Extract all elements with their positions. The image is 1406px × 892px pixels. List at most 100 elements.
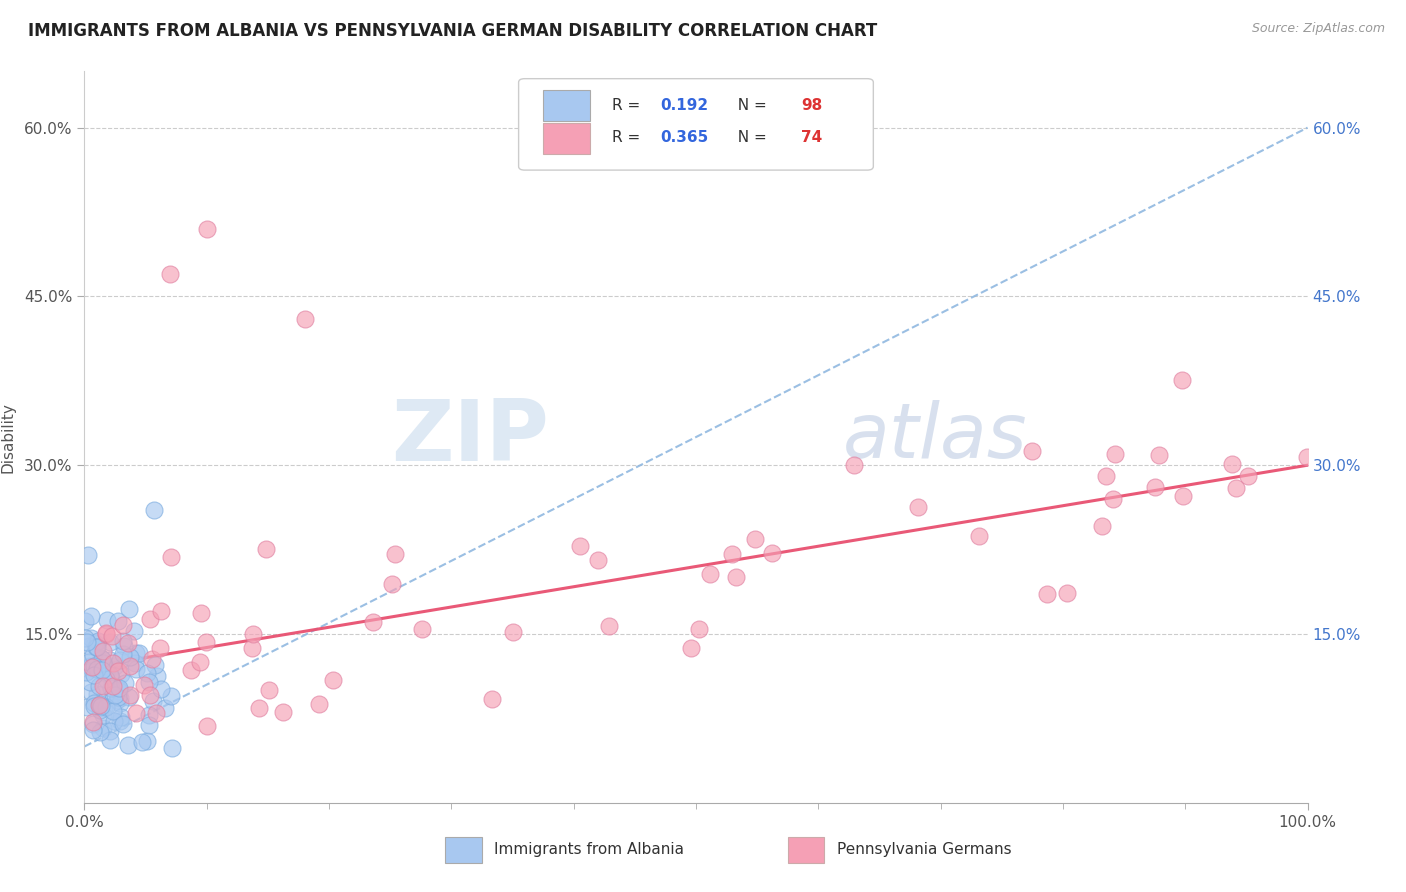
Point xyxy=(122,624,145,638)
Point xyxy=(91,656,114,670)
FancyBboxPatch shape xyxy=(519,78,873,170)
Point xyxy=(110,710,132,724)
Point xyxy=(89,703,111,717)
Point xyxy=(842,458,865,473)
Point xyxy=(111,716,134,731)
Point xyxy=(128,647,150,661)
Point xyxy=(101,704,124,718)
FancyBboxPatch shape xyxy=(787,838,824,863)
Point xyxy=(100,681,122,696)
Point xyxy=(100,667,122,681)
Point xyxy=(136,734,159,748)
Point xyxy=(761,546,783,560)
Point xyxy=(118,688,141,702)
Point xyxy=(76,635,98,649)
Point xyxy=(112,639,135,653)
Point xyxy=(80,660,103,674)
Point xyxy=(1056,586,1078,600)
Point xyxy=(86,662,108,676)
Text: Source: ZipAtlas.com: Source: ZipAtlas.com xyxy=(1251,22,1385,36)
Point xyxy=(111,618,134,632)
Point xyxy=(104,659,127,673)
Point xyxy=(90,650,112,665)
Point xyxy=(143,503,166,517)
Point xyxy=(1236,468,1258,483)
Point xyxy=(108,691,131,706)
Point xyxy=(80,609,103,624)
Point xyxy=(75,665,97,679)
Point xyxy=(139,688,162,702)
Point xyxy=(273,706,295,720)
Point xyxy=(94,672,117,686)
Point xyxy=(103,714,125,728)
Point xyxy=(112,648,135,662)
Point xyxy=(969,529,991,543)
Point xyxy=(1173,489,1195,503)
Point xyxy=(83,662,105,676)
Point xyxy=(77,655,100,669)
Point xyxy=(80,632,103,646)
Point xyxy=(86,640,108,654)
Point xyxy=(83,696,105,710)
Text: R =: R = xyxy=(612,97,645,112)
Point xyxy=(159,267,181,281)
Point xyxy=(681,640,703,655)
Point xyxy=(1225,481,1247,495)
Point xyxy=(150,681,173,696)
Point xyxy=(145,669,167,683)
Point xyxy=(1021,444,1043,458)
Point xyxy=(361,615,384,630)
Point xyxy=(117,738,139,752)
Point xyxy=(101,686,124,700)
Point xyxy=(84,636,107,650)
Text: 98: 98 xyxy=(801,97,823,112)
Point xyxy=(141,652,163,666)
Point xyxy=(110,666,132,681)
Y-axis label: Disability: Disability xyxy=(1,401,15,473)
Text: atlas: atlas xyxy=(842,401,1028,474)
Point xyxy=(586,553,609,567)
Point xyxy=(1095,468,1118,483)
Point xyxy=(79,658,101,673)
Point xyxy=(257,682,280,697)
Point xyxy=(91,679,114,693)
Point xyxy=(77,548,100,562)
Point xyxy=(96,613,118,627)
Point xyxy=(254,542,277,557)
Point xyxy=(108,684,131,698)
Point xyxy=(83,659,105,673)
Point xyxy=(89,698,111,712)
Point xyxy=(118,690,141,704)
Point xyxy=(91,721,114,735)
Point xyxy=(180,664,202,678)
Point xyxy=(322,673,344,687)
Point xyxy=(502,625,524,640)
Point xyxy=(101,656,124,670)
Text: 74: 74 xyxy=(801,130,823,145)
Point xyxy=(73,631,96,645)
Point xyxy=(96,625,118,640)
Point xyxy=(242,627,264,641)
Point xyxy=(107,614,129,628)
Point xyxy=(384,547,406,561)
Point xyxy=(105,693,128,707)
Text: ZIP: ZIP xyxy=(391,395,550,479)
Point xyxy=(77,640,100,654)
Point xyxy=(153,700,176,714)
Point xyxy=(160,690,183,704)
Point xyxy=(94,699,117,714)
Point xyxy=(103,679,125,693)
Point xyxy=(91,652,114,666)
Point xyxy=(104,688,127,702)
Point xyxy=(1102,492,1125,507)
Text: 0.365: 0.365 xyxy=(661,130,709,145)
Point xyxy=(79,660,101,674)
Point xyxy=(598,619,620,633)
Point xyxy=(108,714,131,728)
FancyBboxPatch shape xyxy=(543,90,589,121)
Point xyxy=(194,635,217,649)
Point xyxy=(481,691,503,706)
Point xyxy=(93,701,115,715)
Point xyxy=(125,706,148,720)
Point xyxy=(107,690,129,704)
